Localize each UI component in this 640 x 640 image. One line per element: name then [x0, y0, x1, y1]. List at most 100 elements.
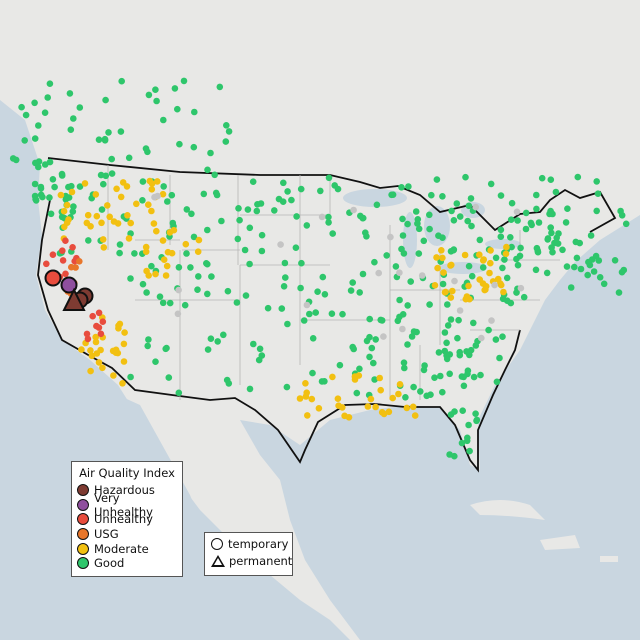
monitor-marker	[69, 244, 76, 251]
monitor-marker	[447, 294, 455, 301]
monitor-marker	[302, 380, 309, 387]
monitor-marker	[159, 299, 167, 307]
monitor-marker	[336, 361, 344, 369]
monitor-marker	[97, 330, 105, 338]
monitor-marker	[145, 91, 153, 99]
monitor-marker	[207, 149, 214, 157]
monitor-marker	[497, 192, 505, 199]
monitor-marker	[264, 304, 272, 312]
monitor-marker	[513, 289, 520, 296]
monitor-marker	[207, 335, 215, 343]
monitor-marker	[562, 219, 570, 226]
monitor-marker	[142, 248, 150, 255]
monitor-marker	[244, 206, 252, 213]
monitor-marker	[403, 404, 411, 412]
monitor-marker	[431, 282, 439, 289]
monitor-marker	[372, 403, 379, 411]
aqi-legend: Air Quality Index Hazardous Very Unhealt…	[71, 461, 183, 577]
monitor-marker	[356, 365, 363, 373]
monitor-marker	[392, 263, 400, 270]
monitor-marker	[204, 166, 211, 174]
monitor-marker	[446, 370, 454, 378]
monitor-marker	[278, 305, 286, 312]
monitor-marker	[160, 183, 167, 190]
monitor-marker	[67, 126, 75, 133]
monitor-marker	[102, 172, 110, 180]
monitor-marker	[574, 173, 582, 181]
monitor-marker	[478, 334, 485, 342]
monitor-marker	[412, 208, 420, 215]
monitor-marker	[408, 333, 416, 340]
monitor-marker	[547, 224, 554, 231]
monitor-marker	[508, 199, 516, 207]
monitor-marker	[106, 213, 113, 221]
monitor-marker	[477, 371, 484, 379]
monitor-marker	[31, 180, 39, 188]
legend-label: permanent	[229, 553, 293, 568]
monitor-marker	[595, 257, 603, 264]
monitor-marker	[319, 273, 327, 281]
monitor-marker	[405, 183, 412, 190]
monitor-marker	[195, 273, 202, 280]
monitor-marker	[502, 250, 510, 258]
monitor-marker	[501, 256, 508, 263]
monitor-marker	[145, 201, 152, 208]
monitor-marker	[503, 243, 510, 251]
monitor-marker	[439, 254, 446, 262]
monitor-marker	[99, 364, 106, 372]
monitor-marker	[593, 207, 600, 215]
monitor-marker	[183, 206, 191, 213]
monitor-marker	[472, 203, 480, 211]
monitor-marker	[441, 329, 449, 336]
monitor-marker	[190, 143, 198, 151]
monitor-marker	[371, 376, 378, 383]
monitor-marker	[351, 376, 359, 383]
monitor-marker	[359, 270, 367, 278]
monitor-marker	[284, 188, 291, 195]
monitor-marker	[461, 251, 469, 259]
monitor-marker	[139, 197, 146, 204]
legend-label: Moderate	[94, 541, 149, 556]
monitor-marker	[113, 185, 120, 193]
monitor-marker	[466, 447, 473, 455]
monitor-marker	[81, 180, 89, 187]
monitor-marker	[389, 394, 397, 402]
monitor-marker	[250, 340, 257, 348]
monitor-marker	[460, 373, 468, 381]
monitor-marker	[121, 329, 128, 336]
monitor-marker	[174, 310, 182, 318]
monitor-marker	[162, 272, 170, 279]
monitor-marker	[208, 273, 215, 280]
monitor-marker	[152, 270, 159, 278]
monitor-marker	[165, 374, 173, 381]
monitor-marker	[449, 287, 456, 295]
monitor-marker	[153, 227, 160, 235]
monitor-marker	[88, 352, 96, 360]
monitor-marker	[39, 193, 46, 201]
monitor-marker	[456, 213, 464, 220]
monitor-marker	[600, 280, 608, 288]
monitor-marker	[18, 103, 25, 111]
monitor-marker	[175, 286, 182, 294]
monitor-marker	[437, 372, 444, 380]
monitor-marker	[92, 338, 100, 346]
monitor-marker	[297, 284, 304, 292]
monitor-marker	[476, 236, 484, 244]
monitor-marker	[98, 206, 106, 213]
monitor-marker	[152, 358, 159, 366]
monitor-marker	[439, 234, 446, 241]
monitor-marker	[148, 180, 156, 187]
monitor-marker	[152, 86, 159, 93]
monitor-marker	[611, 257, 619, 264]
monitor-marker	[596, 274, 604, 281]
monitor-marker	[235, 205, 242, 212]
monitor-marker	[108, 170, 116, 177]
monitor-marker	[62, 237, 69, 244]
monitor-marker	[180, 77, 188, 85]
monitor-marker	[398, 184, 405, 191]
monitor-marker	[150, 220, 158, 227]
monitor-marker	[222, 138, 230, 145]
monitor-marker	[95, 359, 103, 366]
monitor-marker	[496, 354, 503, 362]
monitor-marker	[120, 340, 128, 348]
